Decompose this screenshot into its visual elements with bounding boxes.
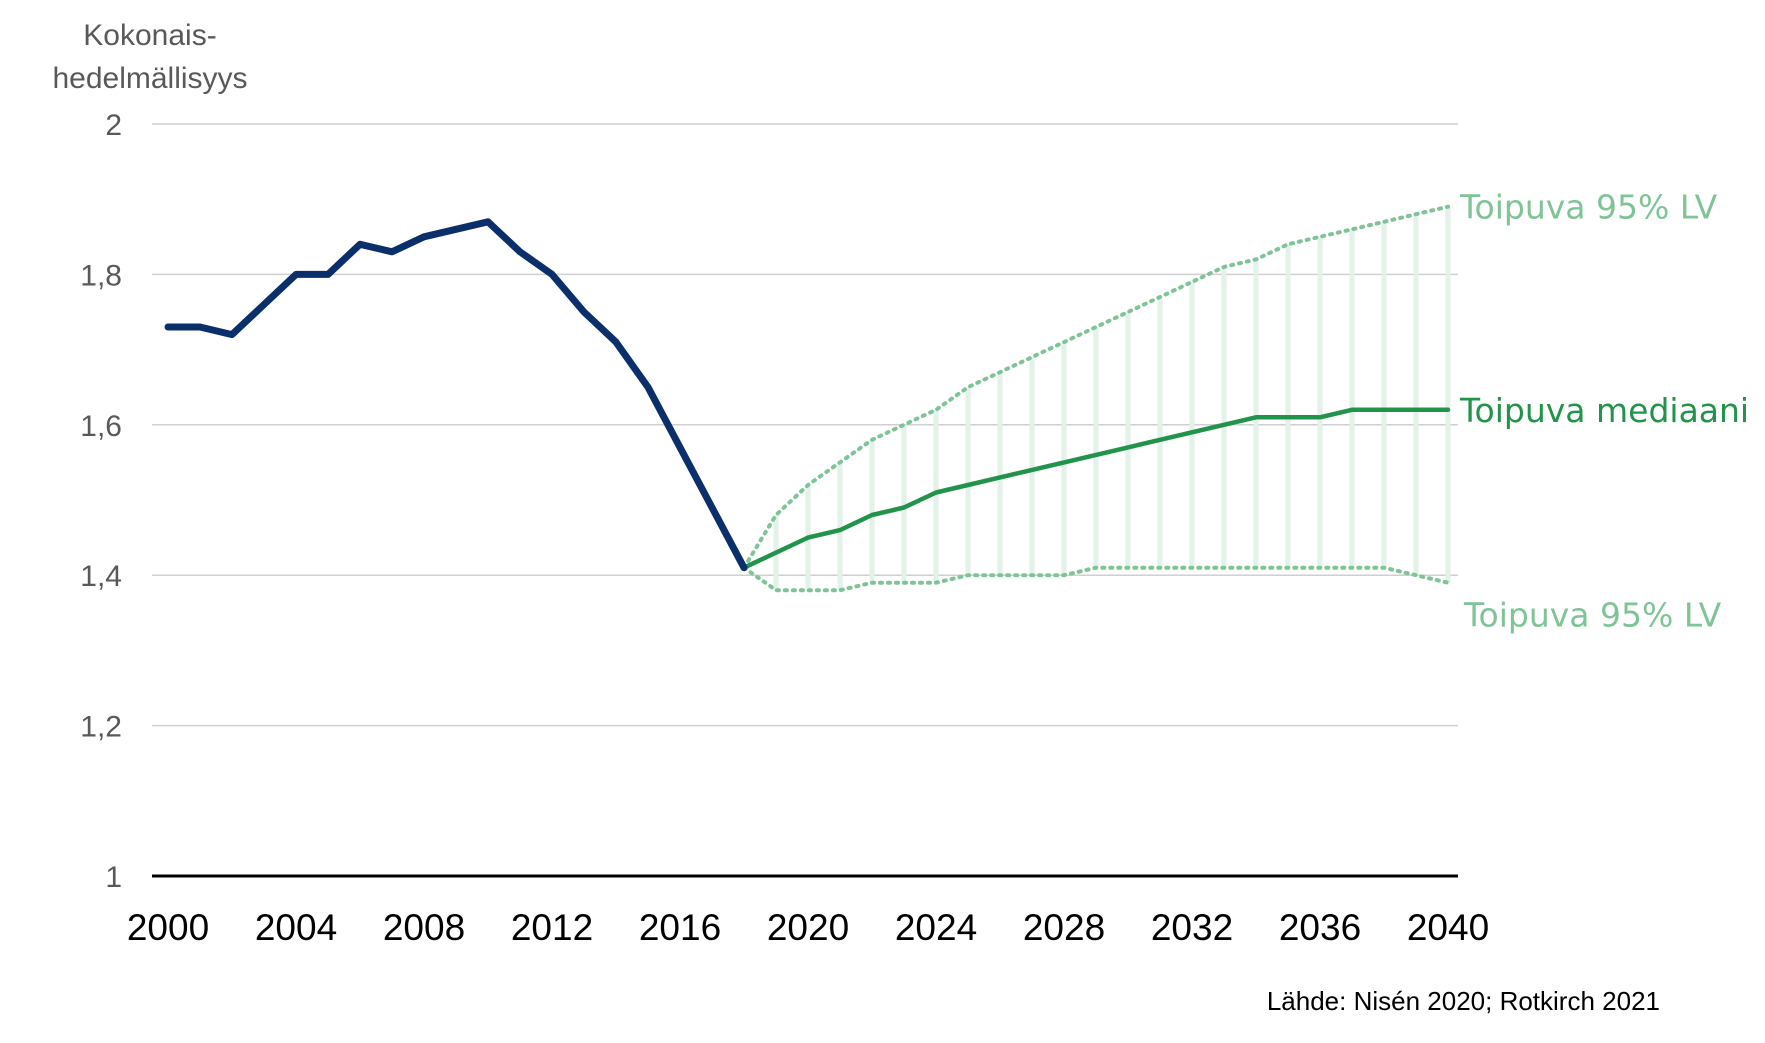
y-tick-label: 1,4: [80, 560, 122, 593]
y-axis-label-line-2: hedelmällisyys: [52, 62, 247, 95]
source-note: Lähde: Nisén 2020; Rotkirch 2021: [1267, 986, 1660, 1016]
y-axis-ticks: 1 1,2 1,4 1,6 1,8 2: [80, 109, 122, 894]
y-axis-label: Kokonais- hedelmällisyys: [52, 19, 247, 95]
series-labels: Toipuva 95% LV Toipuva mediaani Toipuva 95…: [1459, 188, 1749, 635]
series-label-upper: Toipuva 95% LV: [1459, 188, 1718, 227]
x-tick-label: 2040: [1407, 907, 1489, 948]
x-tick-label: 2012: [511, 907, 593, 948]
y-tick-label: 1,6: [80, 410, 122, 443]
x-tick-label: 2016: [639, 907, 721, 948]
y-tick-label: 2: [105, 109, 122, 142]
x-tick-label: 2032: [1151, 907, 1233, 948]
series-line-lower: [742, 565, 1450, 593]
series-label-median: Toipuva mediaani: [1459, 391, 1749, 430]
y-tick-label: 1,8: [80, 259, 122, 292]
x-tick-label: 2004: [255, 907, 337, 948]
x-tick-label: 2000: [127, 907, 209, 948]
y-tick-label: 1: [105, 861, 122, 894]
x-tick-label: 2008: [383, 907, 465, 948]
x-tick-label: 2028: [1023, 907, 1105, 948]
series-lines: [164, 204, 1451, 593]
gridlines: [152, 123, 1458, 878]
y-axis-label-line-1: Kokonais-: [83, 19, 216, 52]
x-axis-ticks: 2000 2004 2008 2012 2016 2020 2024 2028 2032 2036…: [127, 907, 1489, 948]
confidence-band: [773, 206, 1451, 591]
x-tick-label: 2020: [767, 907, 849, 948]
y-tick-label: 1,2: [80, 711, 122, 744]
x-tick-label: 2024: [895, 907, 977, 948]
x-tick-label: 2036: [1279, 907, 1361, 948]
series-line-observed: [164, 218, 748, 572]
series-label-lower: Toipuva 95% LV: [1463, 596, 1722, 635]
series-line-upper: [742, 204, 1450, 570]
series-line-median: [741, 407, 1451, 570]
